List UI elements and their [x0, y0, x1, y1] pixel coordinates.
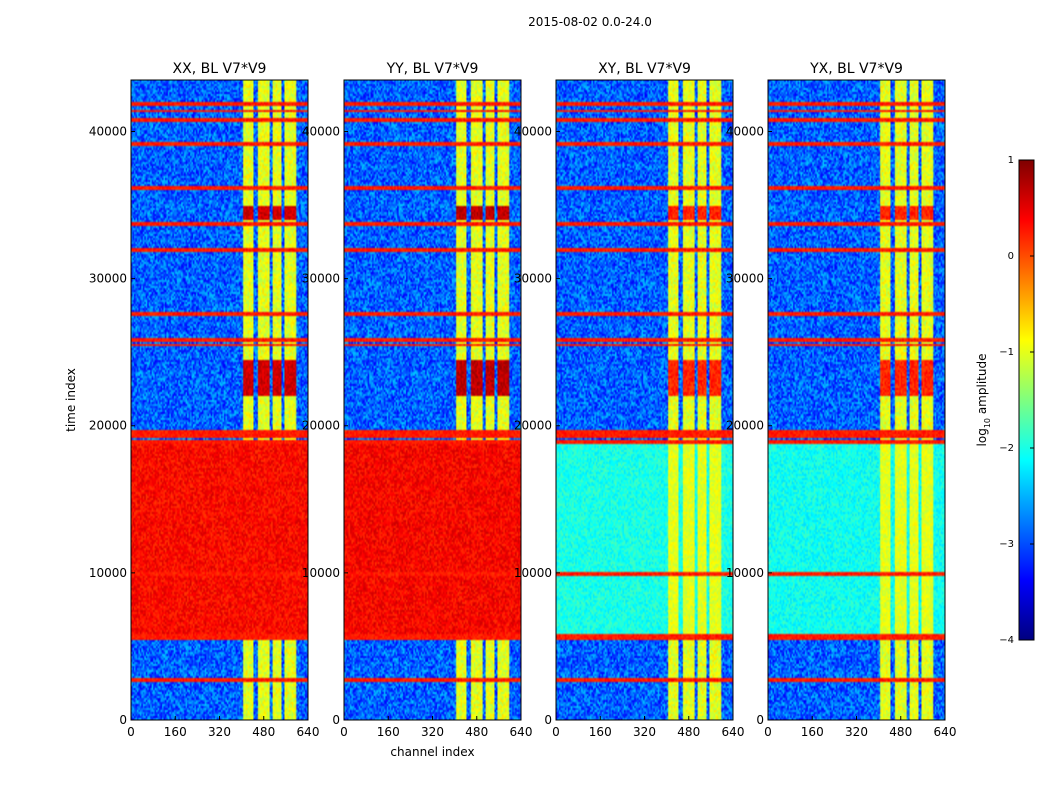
colorbar-tick-label: 0 — [1008, 251, 1014, 262]
y-axis-label: time index — [64, 368, 78, 432]
panel-title: XY, BL V7*V9 — [598, 61, 691, 77]
y-tick-label: 30000 — [302, 272, 340, 286]
x-tick-label: 480 — [889, 725, 912, 739]
x-tick-label: 480 — [677, 725, 700, 739]
x-axis-label: channel index — [390, 745, 474, 759]
y-tick-label: 0 — [544, 713, 552, 727]
y-tick-label: 30000 — [89, 272, 127, 286]
x-tick-label: 0 — [552, 725, 560, 739]
panel-title: XX, BL V7*V9 — [173, 61, 267, 77]
y-tick-label: 10000 — [89, 566, 127, 580]
y-tick-label: 10000 — [726, 566, 764, 580]
y-tick-label: 20000 — [726, 419, 764, 433]
heatmap-panel: YX, BL V7*V9 0 160 320 480 640 0 10000 20000 3000… — [726, 61, 957, 739]
heatmap-image — [556, 80, 733, 720]
y-tick-label: 20000 — [302, 419, 340, 433]
x-tick-label: 320 — [633, 725, 656, 739]
x-tick-label: 160 — [377, 725, 400, 739]
colorbar-label-sub: 10 — [983, 418, 992, 428]
colorbar-bar — [1018, 159, 1035, 641]
x-tick-label: 640 — [934, 725, 957, 739]
y-tick-label: 0 — [119, 713, 127, 727]
x-tick-label: 160 — [589, 725, 612, 739]
colorbar-tick-label: −3 — [999, 539, 1014, 550]
y-tick-label: 10000 — [514, 566, 552, 580]
colorbar: 10−1−2−3−4 log10 amplitude — [975, 155, 1035, 646]
y-tick-label: 0 — [756, 713, 764, 727]
heatmap-image — [344, 80, 521, 720]
heatmap-panel: XX, BL V7*V9 0 160 320 480 640 0 10000 20000 3000… — [64, 61, 319, 739]
colorbar-ticks: 1 0 −1 −2 −3 −4 — [999, 155, 1034, 646]
colorbar-tick-label: 1 — [1008, 155, 1014, 166]
heatmap-panel: XY, BL V7*V9 0 160 320 480 640 0 10000 20000 3000… — [514, 61, 745, 739]
x-tick-label: 640 — [297, 725, 320, 739]
x-tick-label: 320 — [208, 725, 231, 739]
y-tick-label: 40000 — [726, 124, 764, 138]
x-tick-label: 320 — [421, 725, 444, 739]
y-tick-label: 20000 — [89, 419, 127, 433]
y-tick-label: 20000 — [514, 419, 552, 433]
x-tick-label: 640 — [510, 725, 533, 739]
colorbar-label-rest: amplitude — [975, 354, 989, 418]
colorbar-tick-label: −2 — [999, 443, 1014, 454]
heatmap-image — [131, 80, 308, 720]
x-tick-label: 640 — [722, 725, 745, 739]
y-tick-label: 10000 — [302, 566, 340, 580]
x-tick-label: 160 — [801, 725, 824, 739]
colorbar-label: log10 amplitude — [975, 354, 992, 447]
y-tick-label: 30000 — [726, 272, 764, 286]
panels: XX, BL V7*V9 0 160 320 480 640 0 10000 20000 3000… — [64, 61, 956, 759]
heatmap-image — [768, 80, 945, 720]
y-tick-label: 40000 — [514, 124, 552, 138]
colorbar-tick-label: −4 — [999, 635, 1014, 646]
heatmap-panel: YY, BL V7*V9 0 160 320 480 640 0 10000 20000 3000… — [302, 61, 533, 759]
y-tick-label: 0 — [332, 713, 340, 727]
x-tick-label: 480 — [252, 725, 275, 739]
x-tick-label: 480 — [465, 725, 488, 739]
x-tick-label: 0 — [340, 725, 348, 739]
x-tick-label: 320 — [845, 725, 868, 739]
figure-suptitle: 2015-08-02 0.0-24.0 — [528, 15, 652, 29]
y-tick-label: 40000 — [89, 124, 127, 138]
panel-title: YY, BL V7*V9 — [386, 61, 479, 77]
x-tick-label: 0 — [764, 725, 772, 739]
x-tick-label: 0 — [127, 725, 135, 739]
x-tick-label: 160 — [164, 725, 187, 739]
colorbar-tick-label: −1 — [999, 347, 1014, 358]
colorbar-label-base: log — [975, 428, 989, 446]
y-tick-label: 30000 — [514, 272, 552, 286]
y-tick-label: 40000 — [302, 124, 340, 138]
panel-title: YX, BL V7*V9 — [809, 61, 903, 77]
